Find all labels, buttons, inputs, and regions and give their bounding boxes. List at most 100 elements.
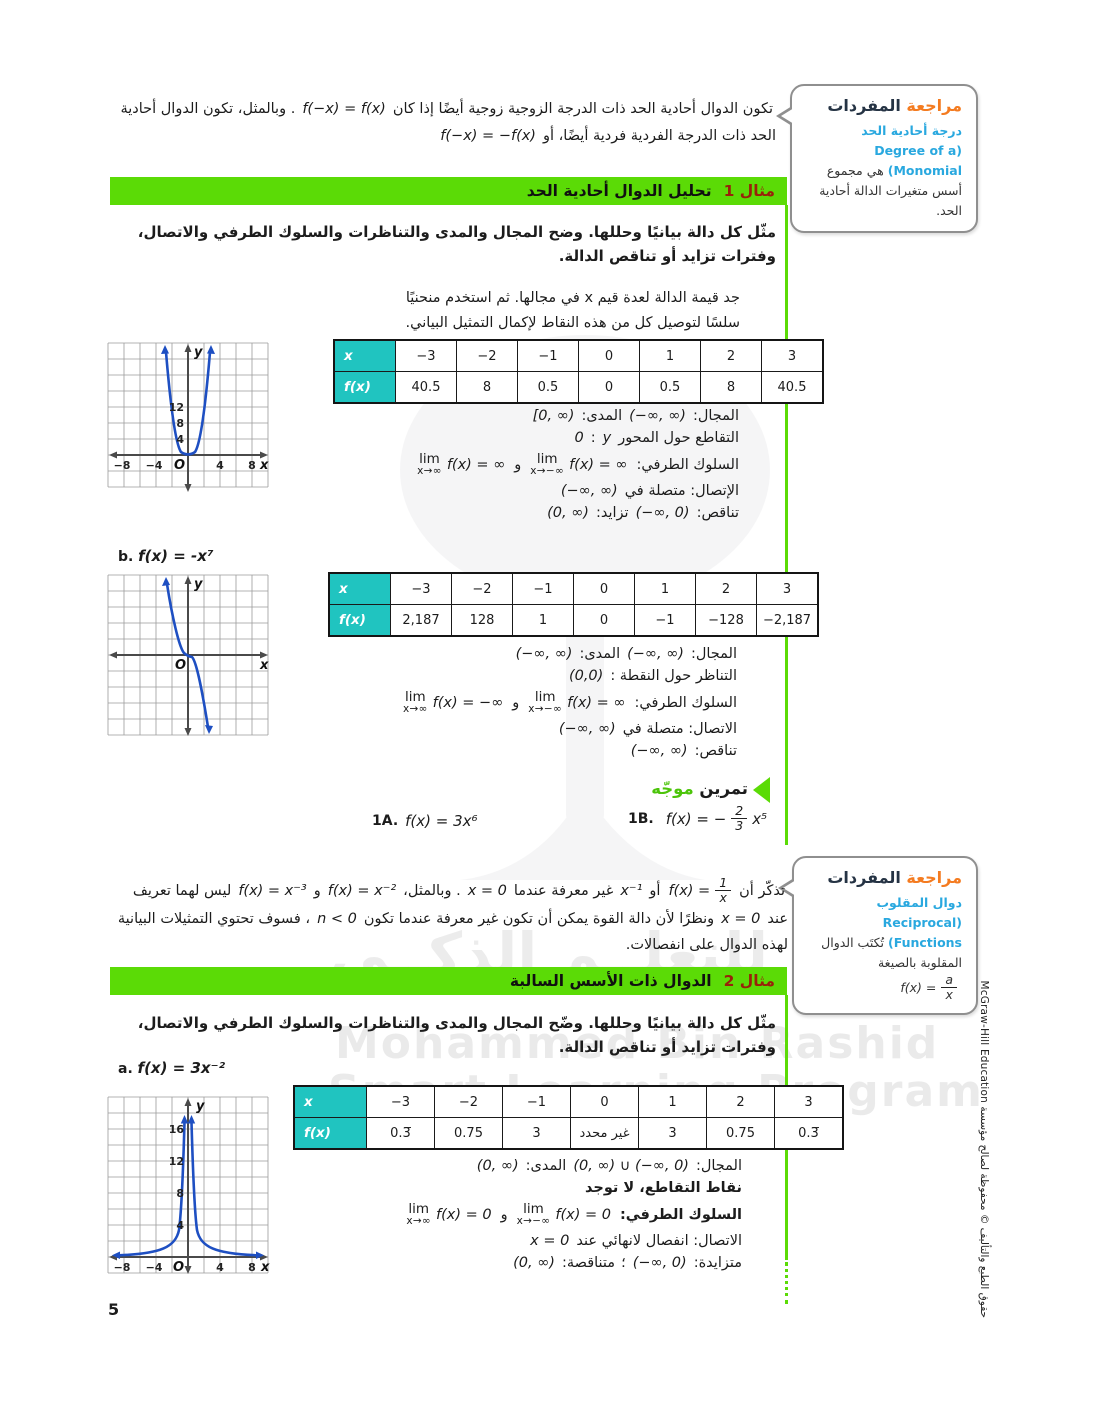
table-cell: 2 — [706, 1085, 775, 1118]
continuity-line: الاتصال: انفصال لانهائي عند x = 0 — [372, 1233, 745, 1249]
vocab-title-rest: المفردات — [827, 868, 901, 887]
limit-stack: lim x→−∞ — [517, 1202, 551, 1227]
table-cell: 8 — [700, 371, 762, 404]
table-cell: 0.3̅ — [366, 1117, 435, 1150]
vocab-definition: هي مجموع أسس متغيرات الدالة أحادية الحد. — [819, 163, 962, 218]
arabic-text-bold: نقاط التقاطع، لا توجد — [585, 1180, 742, 1196]
values-table-a: x −3 −2 −1 0 1 2 3 f(x) 40.5 8 0.5 0 0.5 8 40.5 — [333, 339, 824, 404]
table-cell: 40.5 — [761, 371, 824, 404]
table-cell: 1 — [634, 572, 696, 605]
limit-subscript: x→−∞ — [530, 465, 565, 478]
svg-text:x: x — [259, 458, 269, 473]
arabic-text: المجال: — [695, 1158, 742, 1174]
svg-text:12: 12 — [169, 401, 184, 414]
math-expression: x = 0 — [721, 910, 761, 927]
vocab-term-ar: درجة أحادية الحد — [861, 123, 962, 138]
limit-word: lim — [405, 689, 426, 705]
exercise-1b: 1B. f(x) = −2 3 x⁵ — [628, 803, 772, 834]
continuity-line: الاتصال: متصلة في (−∞, ∞) — [380, 721, 740, 737]
svg-text:8: 8 — [176, 417, 184, 430]
graph-example2-svg: y x O 16 12 8 4 −8 −4 4 8 — [107, 1096, 270, 1275]
example2-side-rule-dotted — [785, 1262, 788, 1304]
table-header-cell: f(x) — [293, 1117, 367, 1150]
svg-text:−4: −4 — [146, 1261, 163, 1274]
limit-value: f(x) = ∞ — [569, 456, 628, 473]
table-cell: 3 — [502, 1117, 571, 1150]
watermark-line-1: Mohammed Bin Rashid — [335, 1018, 940, 1069]
intercept-line: التقاطع حول المحور y:0 — [345, 430, 742, 446]
table-cell: 0.3̅ — [774, 1117, 844, 1150]
increase-decrease-line: تناقص: (−∞, 0) تزايد: (0, ∞) — [345, 505, 742, 521]
limit-subscript: x→−∞ — [528, 703, 563, 716]
vocab-review-box-monomial: مراجعة المفردات درجة أحادية الحد (Degree… — [776, 84, 978, 233]
values-table-example2: x −3 −2 −1 0 1 2 3 f(x) 0.3̅ 0.75 3 غير محدد 3 0.75 0.3… — [293, 1085, 844, 1150]
recall-paragraph: تذكّر أن f(x) = 1 x أو x⁻¹ غير معرفة عندما x = … — [112, 875, 788, 958]
example1-instruction: مثّل كل دالة بيانيًا وحللها. وضح المجال … — [137, 223, 776, 265]
domain-range-line: المجال: (−∞, ∞) المدى: [0, ∞) — [345, 408, 742, 424]
arabic-text: ، فسوف تحتوي التمثيلات البيانية لهذه الد… — [117, 910, 788, 953]
arabic-text: . وبالمثل، تكون الدوال أحادية الحد ذات ا… — [120, 101, 776, 144]
table-cell: −3 — [390, 572, 452, 605]
svg-text:−8: −8 — [114, 459, 131, 472]
table-cell: 128 — [451, 604, 513, 637]
table-cell: 0.5 — [517, 371, 579, 404]
math-expression: n < 0 — [317, 910, 357, 927]
exercise-1b-function: f(x) = −2 3 x⁵ — [661, 803, 772, 834]
table-cell: 0 — [570, 1085, 639, 1118]
guided-practice-arrow-icon — [753, 777, 770, 803]
find-values-note: جد قيمة الدالة لعدة قيم x في مجالها. ثم … — [405, 290, 740, 331]
arabic-text: . وبالمثل، — [403, 882, 461, 899]
table-cell: 0.75 — [706, 1117, 775, 1150]
table-cell: 1 — [639, 339, 701, 372]
table-cell: −3 — [366, 1085, 435, 1118]
limit-value: f(x) = −∞ — [432, 694, 504, 711]
svg-text:y: y — [196, 1099, 205, 1114]
arabic-text: و — [512, 694, 520, 711]
limit-stack: lim x→∞ — [403, 690, 428, 715]
svg-text:O: O — [173, 1260, 184, 1275]
table-cell: −1 — [517, 339, 579, 372]
table-cell: −1 — [502, 1085, 571, 1118]
math-expression: (−∞, ∞) — [629, 408, 686, 424]
arabic-text: الإتصال: متصلة في — [624, 483, 739, 500]
graph-part-a: y x O 12 8 4 −8 −4 4 8 — [107, 342, 270, 498]
graph-a-svg: y x O 12 8 4 −8 −4 4 8 — [107, 342, 269, 492]
limit-stack: lim x→∞ — [417, 452, 442, 477]
table-row: x −3 −2 −1 0 1 2 3 — [293, 1085, 844, 1118]
limit-word: lim — [536, 451, 558, 467]
fraction-denominator: x — [719, 890, 727, 906]
svg-text:8: 8 — [176, 1187, 184, 1200]
vocab-body: دوال المقلوب (Reciprocal Functions) تُكت… — [808, 893, 962, 1003]
vocab-title-accent: مراجعة — [906, 96, 962, 115]
table-cell: 3 — [761, 339, 824, 372]
table-header-cell: x — [333, 339, 396, 372]
arabic-text: تناقص: — [694, 743, 737, 760]
math-expression: 0 — [574, 430, 584, 446]
page-number: 5 — [108, 1300, 120, 1319]
fraction-prefix: f(x) = — [668, 882, 711, 899]
fraction-suffix: x⁵ — [752, 809, 768, 828]
limit-value: f(x) = ∞ — [567, 694, 626, 711]
arabic-text: المدى: — [581, 408, 623, 424]
reciprocal-formula: f(x) = a x — [895, 972, 962, 1002]
table-cell: غير محدد — [570, 1117, 639, 1150]
table-row: f(x) 2,187 128 1 0 −1 −128 −2,187 — [328, 604, 819, 637]
table-header-cell: x — [293, 1085, 367, 1118]
arabic-text: التقاطع حول المحور — [618, 430, 739, 446]
table-cell: −1 — [634, 604, 696, 637]
arabic-text: تزايد: — [595, 505, 629, 522]
arabic-text: تناقص: — [696, 505, 739, 522]
fraction-numerator: 1 — [715, 875, 732, 892]
end-behavior-line: السلوك الطرفي: lim x→−∞ f(x) = 0 و lim x→∞ f(x)… — [372, 1202, 745, 1227]
analysis-part-b: المجال: (−∞, ∞) المدى: (−∞, ∞) التناظر حول … — [380, 646, 740, 765]
vocab-term-en: (Reciprocal Functions) — [882, 915, 962, 950]
table-cell: −128 — [695, 604, 757, 637]
limit-value: f(x) = ∞ — [446, 456, 506, 473]
vocab-review-title: مراجعة المفردات — [806, 96, 962, 115]
arabic-text: و — [500, 1206, 508, 1223]
vocab-title-rest: المفردات — [827, 96, 901, 115]
math-expression: x⁻¹ — [620, 882, 643, 899]
table-cell: −3 — [395, 339, 457, 372]
guided-word-accent: موجّه — [651, 779, 694, 798]
